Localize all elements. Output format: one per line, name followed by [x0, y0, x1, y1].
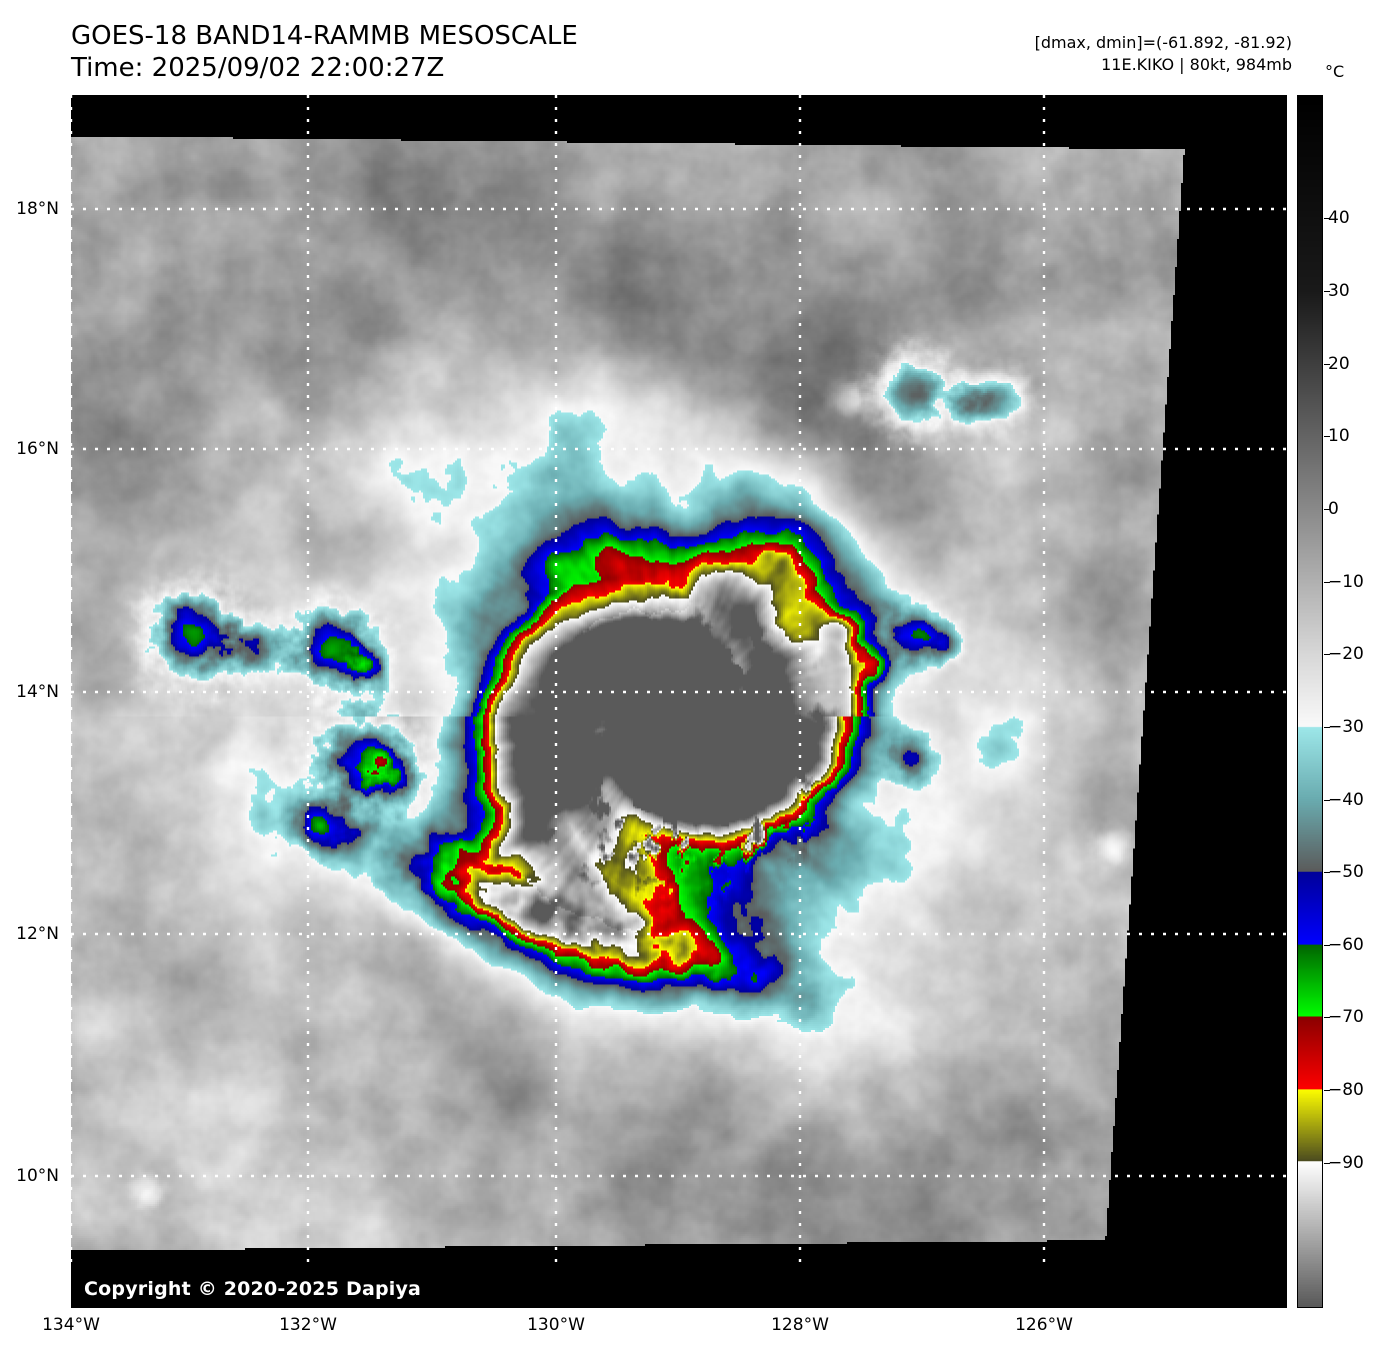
colorbar-tick-mark-12 — [1324, 1090, 1330, 1092]
page-title: GOES-18 BAND14-RAMMB MESOSCALE — [71, 21, 578, 51]
colorbar-tick-mark-5 — [1324, 581, 1330, 583]
colorbar-tick-12: −80 — [1328, 1080, 1364, 1101]
colorbar-tick-mark-2 — [1324, 363, 1330, 365]
colorbar-tick-0: 40 — [1328, 208, 1350, 229]
colorbar-tick-11: −70 — [1328, 1007, 1364, 1028]
satellite-plot-area[interactable]: Copyright © 2020-2025 Dapiya — [71, 95, 1287, 1308]
colorbar-tick-6: −20 — [1328, 644, 1364, 665]
lon-tick-0: 134°W — [42, 1315, 100, 1335]
satellite-ir-imagery — [71, 95, 1287, 1308]
colorbar-tick-1: 30 — [1328, 281, 1350, 302]
metadata-block: [dmax, dmin]=(-61.892, -81.92) 11E.KIKO … — [1035, 32, 1292, 76]
colorbar-unit-label: °C — [1325, 62, 1345, 81]
colorbar-tick-4: 0 — [1328, 499, 1339, 520]
colorbar[interactable] — [1297, 95, 1323, 1308]
colorbar-tick-7: −30 — [1328, 716, 1364, 737]
copyright-bar — [71, 1270, 1287, 1308]
timestamp-label: Time: 2025/09/02 22:00:27Z — [71, 53, 445, 83]
colorbar-tick-10: −60 — [1328, 934, 1364, 955]
lat-tick-4: 10°N — [16, 1166, 59, 1186]
colorbar-tick-2: 20 — [1328, 353, 1350, 374]
colorbar-tick-mark-8 — [1324, 799, 1330, 801]
colorbar-tick-mark-1 — [1324, 291, 1330, 293]
colorbar-tick-mark-9 — [1324, 872, 1330, 874]
title-block: GOES-18 BAND14-RAMMB MESOSCALE Time: 202… — [71, 20, 578, 84]
lat-tick-3: 12°N — [16, 924, 59, 944]
lon-tick-3: 128°W — [771, 1315, 829, 1335]
colorbar-tick-5: −10 — [1328, 571, 1364, 592]
colorbar-tick-13: −90 — [1328, 1152, 1364, 1173]
lat-tick-0: 18°N — [16, 199, 59, 219]
colorbar-gradient — [1298, 96, 1322, 1307]
colorbar-tick-mark-7 — [1324, 726, 1330, 728]
lat-lon-gridlines — [71, 95, 1287, 1308]
colorbar-tick-mark-6 — [1324, 654, 1330, 656]
lon-tick-1: 132°W — [279, 1315, 337, 1335]
colorbar-tick-9: −50 — [1328, 862, 1364, 883]
colorbar-tick-mark-11 — [1324, 1017, 1330, 1019]
dminmax-label: [dmax, dmin]=(-61.892, -81.92) — [1034, 33, 1292, 52]
colorbar-tick-mark-0 — [1324, 218, 1330, 220]
storm-info-label: 11E.KIKO | 80kt, 984mb — [1101, 55, 1292, 74]
copyright-label: Copyright © 2020-2025 Dapiya — [84, 1278, 422, 1300]
colorbar-tick-mark-4 — [1324, 509, 1330, 511]
colorbar-tick-mark-3 — [1324, 436, 1330, 438]
lat-tick-1: 16°N — [16, 439, 59, 459]
colorbar-tick-mark-13 — [1324, 1162, 1330, 1164]
lat-tick-2: 14°N — [16, 682, 59, 702]
lon-tick-2: 130°W — [527, 1315, 585, 1335]
colorbar-tick-3: 10 — [1328, 426, 1350, 447]
lon-tick-4: 126°W — [1015, 1315, 1073, 1335]
colorbar-tick-8: −40 — [1328, 789, 1364, 810]
colorbar-tick-mark-10 — [1324, 944, 1330, 946]
